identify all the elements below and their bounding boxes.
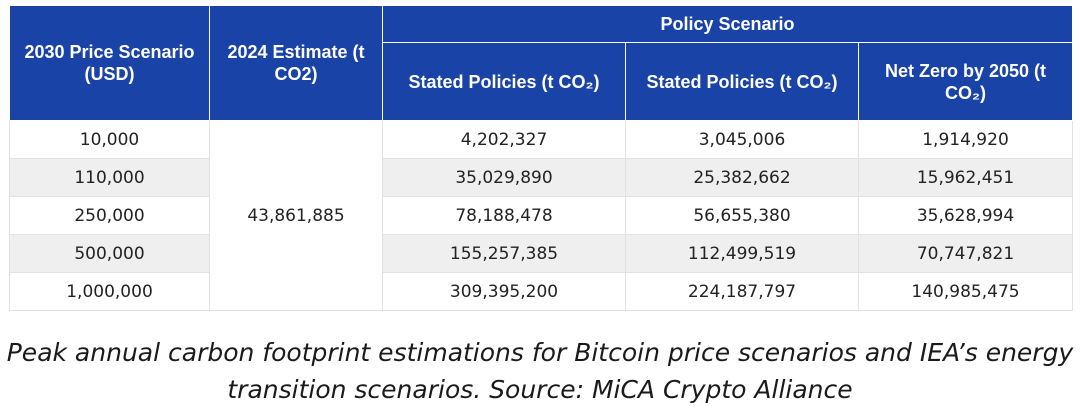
header-2024-estimate: 2024 Estimate (t CO2): [209, 5, 383, 121]
price-cell: 10,000: [9, 120, 210, 159]
stated-policies-1-cell: 4,202,327: [382, 120, 626, 159]
figure-caption: Peak annual carbon footprint estimations…: [0, 334, 1080, 408]
table-row: 250,000 78,188,478 56,655,380 35,628,994: [9, 196, 1074, 235]
header-net-zero-2050: Net Zero by 2050 (t CO₂): [857, 42, 1074, 121]
net-zero-cell: 15,962,451: [857, 158, 1074, 197]
stated-policies-2-cell: 56,655,380: [625, 196, 859, 235]
stated-policies-2-cell: 224,187,797: [625, 272, 859, 311]
net-zero-cell: 35,628,994: [857, 196, 1074, 235]
header-stated-policies-2: Stated Policies (t CO₂): [625, 42, 859, 121]
net-zero-cell: 140,985,475: [857, 272, 1074, 311]
scenario-table-container: 2030 Price Scenario (USD) 2024 Estimate …: [9, 5, 1074, 311]
header-price-scenario: 2030 Price Scenario (USD): [9, 5, 210, 121]
price-cell: 1,000,000: [9, 272, 210, 311]
table-row: 1,000,000 309,395,200 224,187,797 140,98…: [9, 272, 1074, 311]
stated-policies-1-cell: 35,029,890: [382, 158, 626, 197]
caption-line-1: Peak annual carbon footprint estimations…: [6, 338, 1074, 367]
table-row: 500,000 155,257,385 112,499,519 70,747,8…: [9, 234, 1074, 273]
price-cell: 110,000: [9, 158, 210, 197]
caption-line-2: transition scenarios. Source: MiCA Crypt…: [227, 375, 853, 404]
header-stated-policies-1: Stated Policies (t CO₂): [382, 42, 626, 121]
stated-policies-2-cell: 25,382,662: [625, 158, 859, 197]
stated-policies-1-cell: 155,257,385: [382, 234, 626, 273]
header-policy-scenario: Policy Scenario: [381, 5, 1074, 43]
stated-policies-2-cell: 3,045,006: [625, 120, 859, 159]
net-zero-cell: 1,914,920: [857, 120, 1074, 159]
table-row: 110,000 35,029,890 25,382,662 15,962,451: [9, 158, 1074, 197]
price-cell: 500,000: [9, 234, 210, 273]
stated-policies-2-cell: 112,499,519: [625, 234, 859, 273]
stated-policies-1-cell: 78,188,478: [382, 196, 626, 235]
scenario-table: 2030 Price Scenario (USD) 2024 Estimate …: [9, 5, 1074, 311]
table-row: 10,000 43,861,885 4,202,327 3,045,006 1,…: [9, 120, 1074, 311]
estimate-2024-cell: 43,861,885: [209, 120, 383, 311]
price-cell: 250,000: [9, 196, 210, 235]
stated-policies-1-cell: 309,395,200: [382, 272, 626, 311]
net-zero-cell: 70,747,821: [857, 234, 1074, 273]
